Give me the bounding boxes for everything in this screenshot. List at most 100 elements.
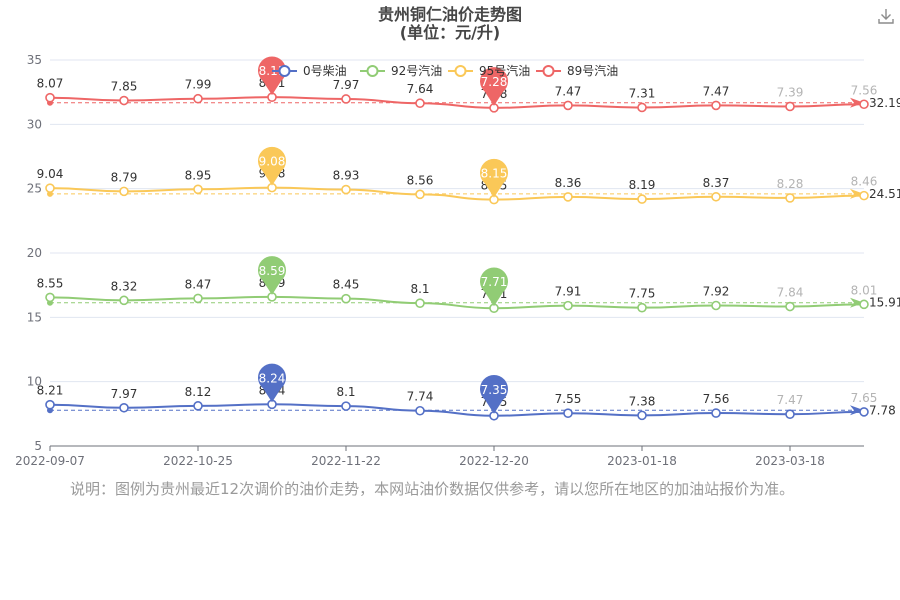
data-point (711, 408, 721, 418)
legend-item[interactable]: 92号汽油 (360, 63, 442, 78)
grid (50, 59, 864, 383)
legend[interactable]: 0号柴油 92号汽油 95号汽油 89号汽油 (272, 63, 618, 78)
data-label: 7.47 (555, 84, 582, 98)
data-point (45, 92, 55, 103)
data-label: 8.21 (37, 384, 64, 398)
data-label: 9.04 (37, 167, 64, 181)
download-icon[interactable] (876, 6, 896, 26)
data-label: 7.65 (851, 391, 878, 405)
data-point (711, 191, 721, 202)
data-point (563, 192, 573, 202)
data-point (45, 183, 55, 193)
data-label: 7.74 (407, 390, 434, 404)
data-point (119, 295, 129, 306)
x-tick-label: 2023-03-18 (755, 454, 825, 468)
data-point (859, 190, 869, 201)
chart-subtitle: (单位：元/升) (400, 23, 500, 42)
max-pin-label: 8.24 (259, 371, 286, 385)
data-label: 8.19 (629, 178, 656, 192)
y-tick-label: 5 (34, 439, 42, 453)
data-label: 8.79 (111, 170, 138, 184)
data-label: 7.56 (703, 392, 730, 406)
series-3: 32.198.077.857.998.117.977.647.287.477.3… (37, 56, 900, 113)
data-label: 8.1 (410, 282, 429, 296)
data-point (563, 300, 573, 311)
min-pin-label: 7.71 (481, 275, 508, 289)
data-label: 8.56 (407, 173, 434, 187)
data-label: 7.47 (703, 84, 730, 98)
series-2: 24.51 9.04 8.79 8.95 9.08 8.93 8.56 8.15 8.36 8.1… (37, 146, 900, 205)
average-arrow (850, 297, 864, 308)
data-point (563, 408, 573, 418)
legend-marker (542, 65, 555, 77)
series-line (49, 186, 865, 201)
data-point (341, 184, 351, 195)
min-pin-shape (480, 375, 509, 414)
data-point (859, 407, 869, 417)
legend-label: 95号汽油 (479, 63, 530, 78)
data-point (193, 184, 203, 195)
y-tick-label: 15 (27, 310, 42, 324)
data-point (859, 299, 869, 310)
legend-label: 92号汽油 (391, 63, 442, 78)
max-pin-label: 9.08 (259, 155, 286, 169)
min-pin: 7.71 (480, 267, 509, 307)
series-layer: 7.78 8.21 7.97 8.12 8.24 8.1 7.74 7.35 7.55 7.38 7… (37, 56, 900, 421)
data-label: 8.32 (111, 279, 138, 293)
data-point (859, 99, 869, 110)
data-label: 7.75 (629, 287, 656, 301)
min-pin-shape (480, 267, 509, 307)
data-point (785, 193, 795, 203)
data-label: 8.12 (185, 385, 212, 399)
min-pin-label: 7.28 (481, 75, 508, 89)
data-label: 8.95 (185, 168, 212, 182)
data-point (45, 399, 55, 410)
data-label: 8.1 (336, 385, 355, 399)
average-label: 15.91 (869, 296, 900, 310)
series-0: 7.78 8.21 7.97 8.12 8.24 8.1 7.74 7.35 7.55 7.38 7… (37, 363, 896, 421)
series-line (49, 96, 865, 109)
max-pin-shape (258, 56, 286, 96)
data-label: 7.31 (629, 86, 656, 100)
legend-item[interactable]: 89号汽油 (536, 63, 618, 78)
data-label: 8.07 (37, 77, 64, 91)
data-label: 8.47 (185, 277, 212, 291)
max-pin: 9.08 (258, 146, 286, 186)
legend-label: 89号汽油 (567, 63, 618, 78)
data-point (119, 186, 129, 197)
data-label: 7.99 (185, 78, 212, 92)
series-line (49, 295, 865, 310)
min-pin-label: 7.35 (481, 383, 508, 397)
data-point (415, 98, 425, 109)
data-label: 7.55 (555, 392, 582, 406)
data-point (415, 189, 425, 200)
x-tick-label: 2022-09-07 (15, 454, 85, 468)
data-label: 7.85 (111, 80, 138, 94)
legend-marker (366, 65, 379, 77)
y-tick-label: 20 (27, 246, 42, 260)
legend-label: 0号柴油 (303, 64, 347, 78)
max-pin-shape (258, 146, 286, 186)
min-pin: 7.28 (480, 67, 508, 106)
data-label: 8.28 (777, 177, 804, 191)
data-label: 7.84 (777, 286, 804, 300)
min-pin: 7.35 (480, 375, 509, 414)
min-pin: 8.15 (480, 158, 508, 198)
data-point (341, 293, 351, 304)
legend-item[interactable]: 0号柴油 (272, 64, 347, 78)
data-label: 8.36 (555, 176, 582, 190)
series-1: 15.91 8.55 8.32 8.47 8.59 8.45 8.1 7.71 7.91 7.75… (37, 256, 900, 313)
y-axis: 5 10 15 20 25 30 35 (27, 53, 42, 453)
data-label: 7.97 (111, 387, 138, 401)
data-label: 7.38 (629, 394, 656, 408)
min-pin-shape (480, 158, 508, 198)
data-point (637, 302, 647, 313)
data-point (341, 94, 351, 104)
legend-item[interactable]: 95号汽油 (448, 63, 530, 78)
average-arrow (850, 188, 864, 199)
legend-marker (278, 65, 291, 77)
average-label: 24.51 (869, 187, 900, 201)
data-point (785, 409, 795, 420)
data-label: 8.55 (37, 276, 64, 290)
